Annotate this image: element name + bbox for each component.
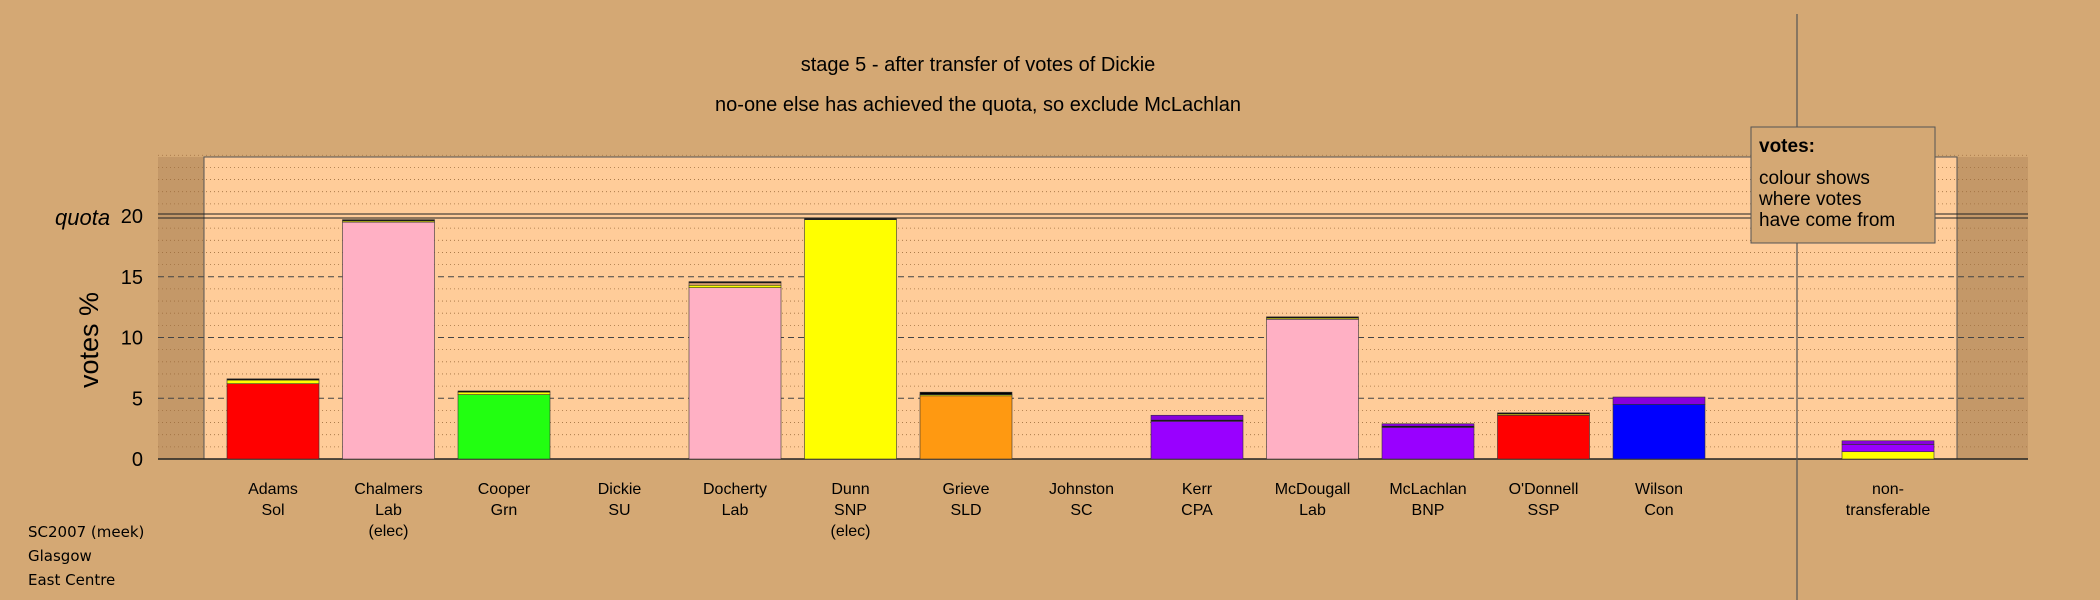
bar-segment xyxy=(226,379,320,384)
bar-segment xyxy=(342,221,435,460)
quota-label: quota xyxy=(55,205,110,230)
candidate-party-label: SC xyxy=(1070,502,1092,519)
right-shade xyxy=(1957,157,2028,459)
candidate-name-label: Dunn xyxy=(831,481,869,498)
legend-heading: votes: xyxy=(1759,136,1815,157)
bar-segment xyxy=(688,282,782,286)
bar-segment xyxy=(1266,316,1359,319)
y-tick-label: 5 xyxy=(132,388,143,410)
bar-segment xyxy=(457,391,551,395)
bar-segment xyxy=(1841,451,1935,460)
y-tick-label: 10 xyxy=(121,328,143,350)
legend-line-2: where votes xyxy=(1758,189,1861,210)
candidate-name-label: Chalmers xyxy=(354,481,422,498)
candidate-party-label: transferable xyxy=(1846,502,1931,519)
bar-segment xyxy=(1841,444,1935,453)
candidate-name-label: Kerr xyxy=(1182,481,1213,498)
bar-segment xyxy=(688,281,782,284)
candidate-party-label: Lab xyxy=(1299,502,1326,519)
chart-subtitle: no-one else has achieved the quota, so e… xyxy=(715,94,1241,116)
legend-line-1: colour shows xyxy=(1759,168,1870,189)
bar-segment xyxy=(1150,414,1244,421)
candidate-name-label: non- xyxy=(1872,481,1904,498)
chart-background xyxy=(158,156,2028,460)
footer-line-2: Glasgow xyxy=(28,547,92,565)
chart-labels: 0 5 10 15 20 quota Adams Sol Chalmers Lab (elec) Co… xyxy=(55,205,1930,540)
bar-segment xyxy=(804,219,897,460)
candidate-name-label: O'Donnell xyxy=(1509,481,1579,498)
chart-title: stage 5 - after transfer of votes of Dic… xyxy=(801,54,1156,76)
footer-line-1: SC2007 (meek) xyxy=(28,523,145,541)
bar-segment xyxy=(1612,404,1706,460)
bar-segment xyxy=(1612,396,1706,405)
bar-segment xyxy=(457,394,551,460)
bar-segment xyxy=(342,219,435,222)
bar-segment xyxy=(1381,423,1475,427)
y-tick-label: 15 xyxy=(121,267,143,289)
candidate-party-label: Grn xyxy=(491,502,518,519)
candidate-name-label: Wilson xyxy=(1635,481,1683,498)
bar-segment xyxy=(1497,414,1590,460)
chart-bars xyxy=(226,218,1935,460)
candidate-note-label: (elec) xyxy=(368,523,408,540)
bar-segment xyxy=(919,391,1013,395)
legend-box: votes: colour shows where votes have com… xyxy=(1750,126,1936,244)
candidate-party-label: Sol xyxy=(261,502,284,519)
left-shade xyxy=(158,157,204,459)
y-axis-label: votes % xyxy=(74,292,104,388)
candidate-name-label: McLachlan xyxy=(1389,481,1466,498)
legend-line-3: have come from xyxy=(1759,210,1895,231)
candidate-name-label: Grieve xyxy=(942,481,989,498)
bar-segment xyxy=(688,284,782,288)
candidate-name-label: McDougall xyxy=(1275,481,1351,498)
bar-segment xyxy=(919,395,1013,460)
bar-segment xyxy=(1381,427,1475,460)
candidate-party-label: SU xyxy=(608,502,630,519)
candidate-note-label: (elec) xyxy=(830,523,870,540)
candidate-party-label: SLD xyxy=(950,502,981,519)
candidate-name-label: Cooper xyxy=(478,481,531,498)
candidate-party-label: Con xyxy=(1644,502,1673,519)
y-tick-label: 0 xyxy=(132,449,143,471)
y-tick-label: 20 xyxy=(121,206,143,228)
footer-line-3: East Centre xyxy=(28,571,116,589)
candidate-party-label: Lab xyxy=(722,502,749,519)
candidate-party-label: SSP xyxy=(1527,502,1559,519)
bar-segment xyxy=(688,287,782,460)
bar-segment xyxy=(1841,440,1935,445)
candidate-name-label: Dickie xyxy=(598,481,642,498)
candidate-name-label: Johnston xyxy=(1049,481,1114,498)
candidate-party-label: CPA xyxy=(1181,502,1213,519)
bar-segment xyxy=(1266,318,1359,460)
candidate-name-label: Adams xyxy=(248,481,298,498)
candidate-party-label: Lab xyxy=(375,502,402,519)
bar-segment xyxy=(1150,421,1244,460)
candidate-party-label: SNP xyxy=(834,502,867,519)
bar-segment xyxy=(804,218,897,220)
bar-segment xyxy=(226,378,320,381)
candidate-name-label: Docherty xyxy=(703,481,767,498)
candidate-party-label: BNP xyxy=(1412,502,1445,519)
bar-segment xyxy=(1497,412,1590,415)
bar-segment xyxy=(457,390,551,393)
bar-segment xyxy=(226,383,320,460)
